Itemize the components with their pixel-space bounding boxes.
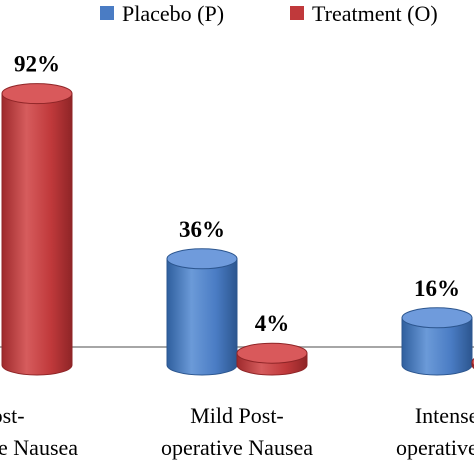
category-label-1-line1: Mild Post- [190, 403, 284, 428]
value-label-treatment-0: 92% [14, 52, 60, 77]
bar-placebo-2 [401, 307, 473, 376]
legend-label-placebo: Placebo (P) [122, 1, 224, 26]
legend: Placebo (P) Treatment (O) [100, 1, 438, 26]
bar-treatment-0 [1, 83, 73, 376]
value-label-placebo-1: 36% [179, 217, 225, 242]
category-label-0-line2: operative Nausea [0, 435, 78, 460]
bar-treatment-1 [236, 342, 308, 376]
category-label-1-line2: operative Nausea [161, 435, 313, 460]
category-label-2-line1: Intense Post- [415, 403, 474, 428]
legend-swatch-treatment [290, 6, 304, 20]
legend-swatch-placebo [100, 6, 114, 20]
category-label-0-line1: Post- [0, 403, 25, 428]
bars-group [1, 83, 474, 376]
category-labels-group: Post-operative Nausea Mild Post-operative… [0, 403, 474, 460]
legend-label-treatment: Treatment (O) [312, 1, 438, 26]
value-labels-group: 36% 16% 92% 4% [14, 52, 460, 337]
value-label-treatment-1: 4% [255, 311, 290, 336]
value-label-placebo-2: 16% [414, 276, 460, 301]
category-label-2-line2: operative Nausea [396, 435, 474, 460]
bar-placebo-1 [166, 248, 238, 376]
